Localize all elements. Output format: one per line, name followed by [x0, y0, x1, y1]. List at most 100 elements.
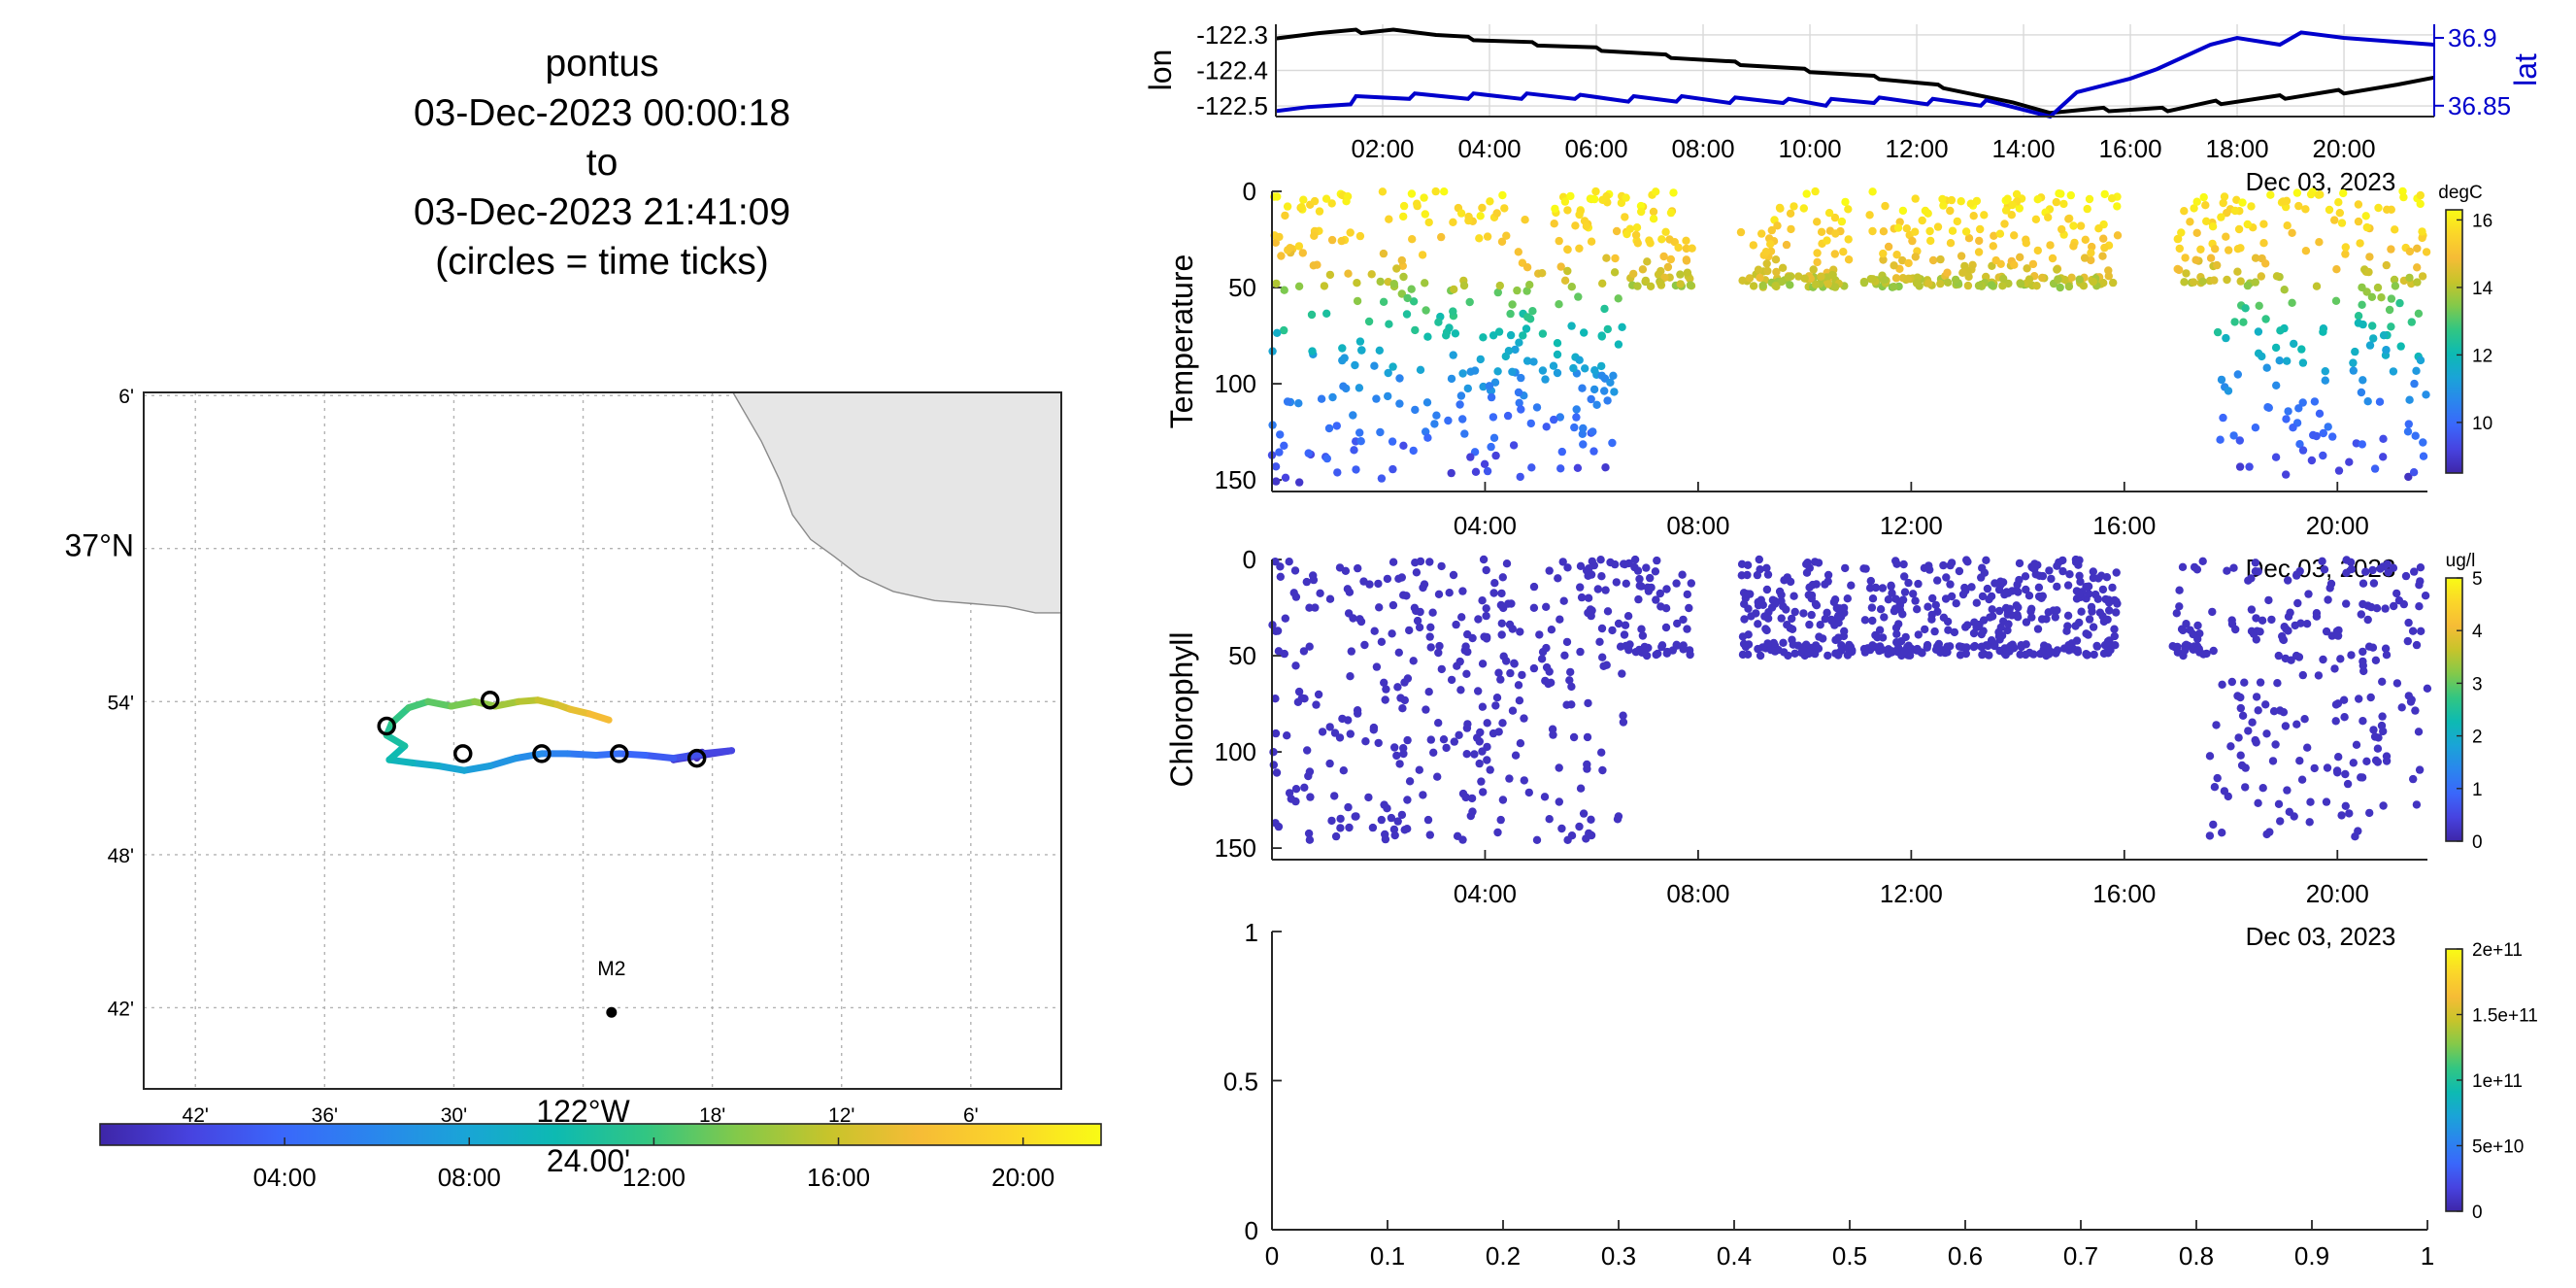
data-point — [1351, 360, 1359, 370]
data-point — [1787, 224, 1795, 234]
data-point — [2251, 254, 2260, 262]
data-point — [2254, 798, 2262, 807]
data-point — [2054, 275, 2062, 284]
data-point — [1859, 644, 1869, 654]
data-point — [1439, 735, 1449, 744]
data-point — [1542, 643, 1551, 653]
data-point — [1479, 333, 1488, 342]
data-point — [1455, 657, 1464, 666]
data-point — [1403, 735, 1412, 745]
data-point — [2082, 650, 2091, 659]
data-point — [1304, 771, 1313, 781]
data-point — [1988, 605, 1996, 614]
data-point — [1673, 619, 1682, 628]
data-point — [1583, 732, 1592, 742]
data-point — [2107, 194, 2117, 203]
data-point — [1589, 385, 1599, 394]
data-point — [2295, 757, 2304, 765]
data-point — [2418, 272, 2427, 281]
data-point — [2387, 294, 2396, 303]
data-point — [1269, 748, 1278, 757]
data-point — [1609, 371, 1618, 380]
data-point — [1743, 560, 1753, 569]
data-point — [2045, 566, 2054, 575]
data-point — [1271, 462, 1281, 471]
data-point — [1988, 261, 1996, 270]
data-point — [1943, 278, 1953, 287]
data-point — [2415, 765, 2425, 774]
data-point — [2186, 626, 2194, 634]
data-point — [1757, 229, 1766, 238]
data-point — [1646, 282, 1656, 290]
data-point — [1507, 599, 1516, 608]
data-point — [1527, 463, 1536, 472]
data-point — [2233, 245, 2243, 254]
data-point — [1947, 195, 1957, 205]
nav-right-axis-label: lat — [2508, 53, 2543, 86]
nav-right-tick-label: 36.9 — [2448, 23, 2497, 52]
data-point — [1277, 252, 1286, 260]
data-point — [1496, 675, 1505, 684]
map-colorbar-tick-label: 12:00 — [622, 1163, 686, 1192]
data-point — [1657, 235, 1666, 244]
data-point — [1771, 282, 1780, 290]
data-point — [1353, 279, 1361, 288]
data-point — [1936, 254, 1945, 264]
data-point — [1276, 572, 1286, 581]
data-point — [1603, 607, 1613, 616]
colorbar-tick-label: 0 — [2472, 1203, 2483, 1223]
data-point — [2088, 607, 2096, 616]
data-point — [1553, 368, 1562, 378]
data-point — [2298, 446, 2308, 455]
data-point — [2027, 613, 2036, 622]
data-point — [1572, 405, 1581, 414]
data-point — [2238, 711, 2248, 720]
data-point — [2201, 201, 2210, 210]
data-point — [1830, 250, 1840, 258]
data-point — [1839, 631, 1849, 641]
data-point — [1327, 816, 1336, 826]
data-point — [1964, 234, 1974, 243]
data-point — [1460, 646, 1470, 655]
data-point — [2064, 282, 2074, 291]
data-point — [2008, 200, 2017, 210]
data-point — [2247, 605, 2257, 614]
data-point — [2208, 222, 2218, 231]
y-tick-label: 0.5 — [1223, 1068, 1258, 1097]
data-point — [2198, 277, 2207, 286]
data-point — [1974, 281, 1984, 290]
data-point — [1950, 627, 1959, 637]
data-point — [1762, 259, 1771, 268]
data-point — [1866, 576, 1876, 586]
data-point — [1816, 621, 1824, 629]
data-point — [1430, 420, 1439, 428]
data-point — [2379, 562, 2388, 571]
data-point — [2341, 250, 2350, 258]
data-point — [1899, 559, 1908, 569]
x-tick-label: 08:00 — [1666, 879, 1729, 908]
data-point — [2294, 653, 2304, 661]
mooring-marker — [606, 1006, 618, 1018]
data-point — [1475, 234, 1484, 243]
data-point — [1377, 637, 1387, 646]
data-point — [1597, 624, 1607, 633]
data-point — [2099, 234, 2108, 243]
data-point — [2178, 562, 2188, 571]
data-point — [1786, 281, 1794, 289]
data-point — [2312, 609, 2322, 618]
data-point — [1325, 759, 1334, 768]
data-point — [1515, 398, 1523, 407]
data-point — [2076, 577, 2085, 587]
data-point — [1509, 441, 1519, 450]
data-point — [2415, 602, 2424, 611]
data-point — [1538, 366, 1548, 375]
data-point — [1597, 748, 1606, 757]
data-point — [1384, 391, 1392, 401]
data-point — [1465, 297, 1474, 307]
data-point — [1399, 744, 1408, 753]
data-point — [1603, 396, 1612, 405]
data-point — [2371, 656, 2381, 664]
data-point — [2180, 278, 2189, 287]
data-point — [2243, 281, 2253, 290]
